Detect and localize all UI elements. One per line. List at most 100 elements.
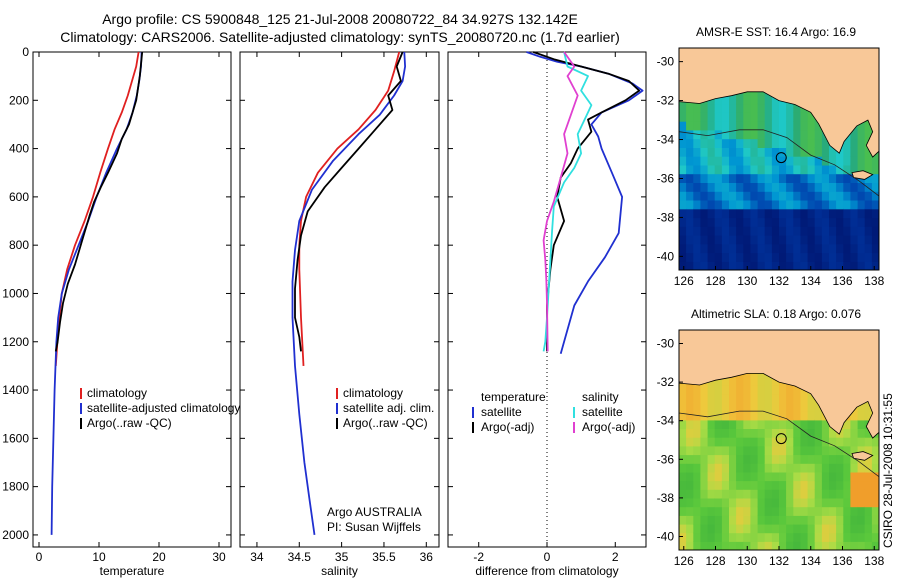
field-cell <box>857 428 866 438</box>
field-cell <box>736 463 744 473</box>
field-cell <box>879 104 887 113</box>
field-cell <box>707 226 716 236</box>
field-cell <box>721 234 730 245</box>
field-cell <box>679 506 687 516</box>
salinity-xtick-label: 35 <box>335 550 349 564</box>
field-cell <box>736 480 744 490</box>
field-cell <box>779 411 787 421</box>
field-cell <box>821 243 830 254</box>
field-cell <box>786 428 794 438</box>
field-cell <box>736 129 744 140</box>
field-cell <box>814 402 823 412</box>
temperature-xtick-label: 20 <box>152 550 166 564</box>
field-cell <box>879 359 887 368</box>
field-cell <box>857 156 866 166</box>
field-cell <box>757 541 766 550</box>
field-cell <box>693 208 701 219</box>
field-cell <box>793 112 801 122</box>
difference-xlabel: difference from climatology <box>475 564 618 578</box>
field-cell <box>686 454 694 464</box>
field-cell <box>707 191 716 201</box>
field-cell <box>779 208 787 219</box>
field-cell <box>843 226 851 236</box>
field-cell <box>721 393 730 403</box>
field-cell <box>686 437 694 447</box>
field-cell <box>729 164 737 175</box>
field-cell <box>693 147 701 157</box>
field-cell <box>736 471 744 482</box>
field-cell <box>793 454 801 464</box>
salinity-annotation-line1: Argo AUSTRALIA <box>327 505 422 519</box>
field-cell <box>679 112 687 122</box>
field-cell <box>700 541 709 550</box>
field-cell <box>707 497 716 508</box>
field-cell <box>836 156 844 166</box>
field-cell <box>729 411 737 421</box>
field-cell <box>814 445 823 456</box>
field-cell <box>714 147 723 157</box>
field-cell <box>786 463 794 473</box>
field-cell <box>879 60 887 69</box>
field-cell <box>807 419 816 429</box>
field-cell <box>836 208 844 219</box>
field-cell <box>721 385 730 395</box>
field-cell <box>679 208 687 219</box>
field-cell <box>821 191 830 201</box>
field-cell <box>857 138 866 148</box>
field-cell <box>807 147 816 157</box>
field-cell <box>793 463 801 473</box>
field-cell <box>679 419 687 429</box>
field-cell <box>771 480 780 490</box>
field-cell <box>807 489 816 499</box>
field-cell <box>793 103 801 113</box>
field-cell <box>707 515 716 525</box>
field-cell <box>679 393 687 403</box>
field-cell <box>879 226 887 235</box>
field-cell <box>743 411 751 421</box>
field-cell <box>679 234 687 245</box>
field-cell <box>786 541 794 550</box>
temperature-ytick-label: 200 <box>9 93 29 107</box>
sst-map-title: AMSR-E SST: 16.4 Argo: 16.9 <box>696 25 856 39</box>
difference-legend-entry: satellite <box>582 405 623 419</box>
field-cell <box>786 497 794 508</box>
field-cell <box>729 129 737 140</box>
field-cell <box>807 480 816 490</box>
field-cell <box>793 252 801 262</box>
field-cell <box>707 164 716 175</box>
sla-map-xtick-label: 126 <box>674 554 694 568</box>
field-cell <box>686 138 694 148</box>
field-cell <box>857 541 866 550</box>
field-cell <box>729 419 737 429</box>
field-cell <box>779 234 787 245</box>
field-cell <box>850 419 859 429</box>
field-cell <box>871 252 879 262</box>
field-cell <box>721 208 730 219</box>
field-cell <box>864 173 873 183</box>
field-cell <box>764 385 773 395</box>
field-cell <box>764 463 773 473</box>
field-cell <box>743 156 751 166</box>
field-cell <box>714 138 723 148</box>
field-cell <box>857 252 866 262</box>
field-cell <box>700 173 709 183</box>
field-cell <box>807 506 816 516</box>
field-cell <box>800 532 809 542</box>
sla-map-field <box>679 330 887 550</box>
field-cell <box>750 393 759 403</box>
temperature-ytick-label: 800 <box>9 238 29 252</box>
field-cell <box>800 445 809 456</box>
field-cell <box>743 419 751 429</box>
field-cell <box>707 112 716 122</box>
field-cell <box>800 112 809 122</box>
field-cell <box>707 445 716 456</box>
field-cell <box>721 541 730 550</box>
field-cell <box>829 471 837 482</box>
field-cell <box>786 121 794 131</box>
field-cell <box>686 112 694 122</box>
field-cell <box>843 156 851 166</box>
field-cell <box>836 471 844 482</box>
field-cell <box>686 506 694 516</box>
field-cell <box>829 523 837 534</box>
field-cell <box>821 182 830 192</box>
